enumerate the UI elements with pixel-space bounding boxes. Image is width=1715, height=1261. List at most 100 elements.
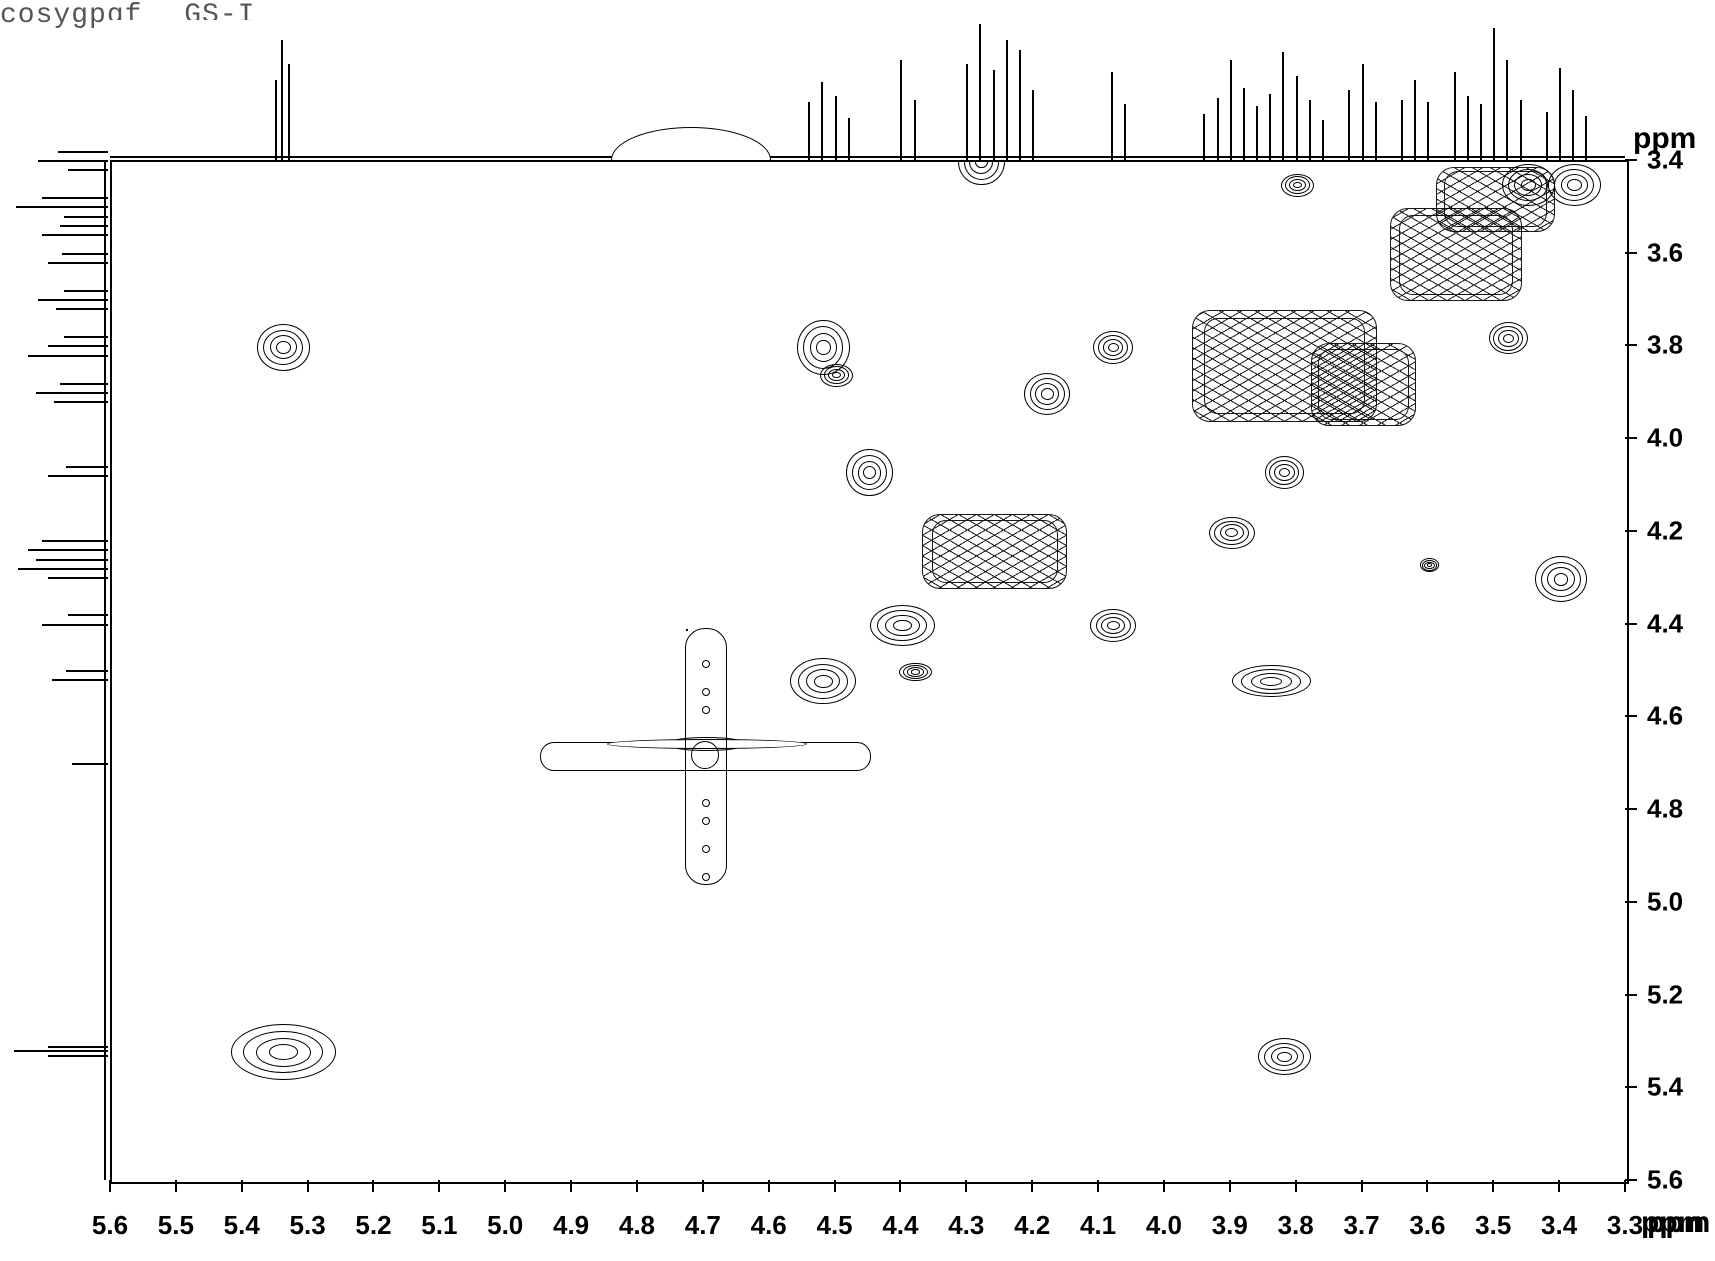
solvent-cross-dot	[702, 845, 710, 853]
f2-proj-peak	[1111, 72, 1113, 160]
f2-proj-peak	[1375, 102, 1377, 160]
f1-proj-peak	[38, 299, 108, 301]
contour-peak	[1258, 1038, 1311, 1075]
x-tick-mark	[307, 1180, 309, 1192]
f2-proj-peak	[914, 100, 916, 160]
solvent-cross-dot	[702, 660, 710, 668]
x-tick-label: 5.4	[224, 1210, 260, 1241]
y-tick-label: 3.8	[1647, 330, 1683, 361]
y-tick-mark	[1625, 623, 1637, 625]
x-tick-label: 4.3	[948, 1210, 984, 1241]
f1-proj-peak	[68, 169, 108, 171]
x-tick-mark	[1492, 1180, 1494, 1192]
contour-peak	[1281, 174, 1314, 197]
f2-proj-peak	[1401, 100, 1403, 160]
x-tick-label: 5.3	[290, 1210, 326, 1241]
x-tick-label: 5.5	[158, 1210, 194, 1241]
f1-proj-peak	[16, 206, 108, 208]
contour-peak	[1024, 373, 1070, 415]
x-tick-mark	[1624, 1180, 1626, 1192]
f2-proj-peak	[1282, 52, 1284, 160]
f2-proj-peak	[1203, 114, 1205, 160]
y-tick-label: 5.0	[1647, 886, 1683, 917]
f2-proj-peak	[1243, 88, 1245, 160]
x-tick-label: 5.6	[92, 1210, 128, 1241]
f2-proj-peak	[1006, 40, 1008, 160]
f1-proj-peak	[28, 549, 108, 551]
contour-peak	[257, 324, 310, 370]
x-tick-label: 4.6	[751, 1210, 787, 1241]
f2-proj-hump	[611, 127, 771, 160]
x-tick-label: 4.9	[553, 1210, 589, 1241]
y-tick-mark	[1625, 994, 1637, 996]
f2-projection	[110, 20, 1625, 160]
f2-proj-peak	[288, 64, 290, 160]
f1-proj-peak	[68, 614, 108, 616]
f2-proj-peak	[1230, 60, 1232, 160]
x-tick-label: 4.4	[882, 1210, 918, 1241]
x-tick-mark	[570, 1180, 572, 1192]
contour-peak	[1209, 517, 1255, 549]
f1-proj-peak	[38, 160, 108, 162]
f1-proj-peak	[36, 559, 108, 561]
y-tick-label: 5.6	[1647, 1165, 1683, 1196]
y-tick-label: 4.0	[1647, 423, 1683, 454]
f2-proj-peak	[1467, 96, 1469, 160]
contour-peak	[1232, 665, 1311, 697]
x-tick-mark	[1031, 1180, 1033, 1192]
x-axis-tick-labels: 5.65.55.45.35.25.15.04.94.84.74.64.54.44…	[110, 1180, 1625, 1240]
f2-proj-peak	[1559, 68, 1561, 160]
contour-peak	[1420, 558, 1440, 572]
y-tick-mark	[1625, 901, 1637, 903]
solvent-cross-dot	[702, 706, 710, 714]
f1-proj-peak	[48, 475, 108, 477]
f2-proj-peak	[979, 24, 981, 160]
contour-peak	[1093, 331, 1133, 363]
x-tick-label: 3.8	[1278, 1210, 1314, 1241]
f2-proj-peak	[808, 102, 810, 160]
solvent-cross-dot	[702, 799, 710, 807]
x-tick-label: 3.9	[1212, 1210, 1248, 1241]
f1-proj-peak	[28, 355, 108, 357]
f1-proj-peak	[48, 577, 108, 579]
y-tick-mark	[1625, 530, 1637, 532]
f1-proj-peak	[66, 466, 108, 468]
x-tick-label: 3.7	[1343, 1210, 1379, 1241]
y-tick-mark	[1625, 715, 1637, 717]
f1-proj-peak	[48, 262, 108, 264]
f1-proj-peak	[42, 624, 108, 626]
f1-proj-peak	[56, 308, 108, 310]
f2-proj-peak	[1480, 104, 1482, 160]
f1-proj-peak	[48, 1055, 108, 1057]
x-tick-label: 3.6	[1409, 1210, 1445, 1241]
x-tick-label: 5.1	[421, 1210, 457, 1241]
f2-proj-peak	[1256, 106, 1258, 160]
contour-peak	[1265, 456, 1305, 488]
contour-peak	[958, 160, 1004, 185]
f2-proj-peak	[1546, 112, 1548, 160]
f2-proj-peak	[821, 82, 823, 160]
x-tick-label: 3.3	[1607, 1210, 1643, 1241]
y-axis-tick-labels: 3.43.63.84.04.24.44.64.85.05.25.45.6	[1625, 160, 1715, 1180]
f1-proj-peak	[64, 290, 108, 292]
f2-proj-peak	[1585, 116, 1587, 160]
x-tick-mark	[438, 1180, 440, 1192]
x-tick-mark	[1163, 1180, 1165, 1192]
y-tick-mark	[1625, 1179, 1637, 1181]
x-tick-mark	[1229, 1180, 1231, 1192]
x-tick-label: 3.5	[1475, 1210, 1511, 1241]
f2-proj-peak	[1414, 80, 1416, 160]
contour-cluster	[922, 514, 1067, 588]
x-tick-mark	[109, 1180, 111, 1192]
f1-proj-peak	[58, 151, 108, 153]
f1-proj-peak	[48, 345, 108, 347]
f2-proj-peak	[281, 40, 283, 160]
contour-peak	[1489, 322, 1529, 354]
f2-proj-peak	[848, 118, 850, 160]
f2-proj-peak	[1296, 76, 1298, 160]
x-tick-mark	[1558, 1180, 1560, 1192]
y-tick-mark	[1625, 437, 1637, 439]
x-tick-label: 4.0	[1146, 1210, 1182, 1241]
contour-peak	[846, 449, 892, 495]
contour-peak	[870, 605, 936, 647]
